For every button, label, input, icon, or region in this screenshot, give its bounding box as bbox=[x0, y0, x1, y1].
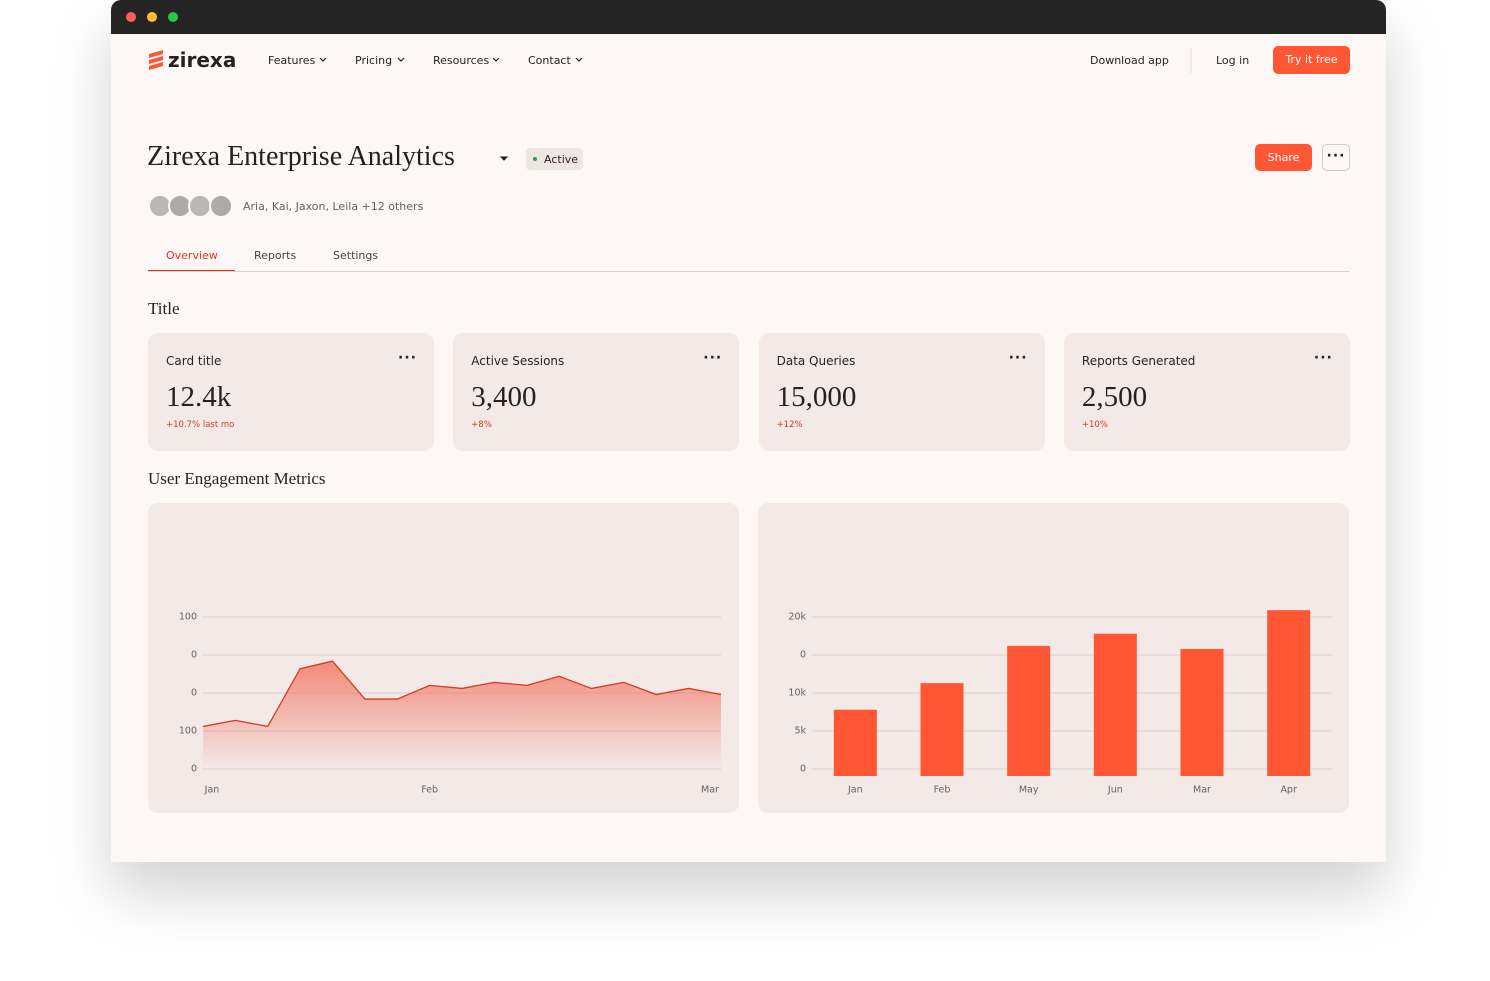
page-title: Zirexa Enterprise Analytics bbox=[147, 141, 455, 172]
x-tick-label: Jan bbox=[204, 785, 220, 796]
logo-icon bbox=[149, 50, 163, 70]
avatars bbox=[148, 194, 238, 218]
x-tick-label: Feb bbox=[934, 785, 951, 796]
bar bbox=[1180, 648, 1224, 776]
tab[interactable]: Reports bbox=[254, 249, 297, 262]
card-value: 15,000 bbox=[776, 381, 857, 413]
minimize[interactable] bbox=[147, 12, 157, 22]
y-tick-label: 0 bbox=[191, 650, 197, 661]
card-change: +10% bbox=[1081, 420, 1108, 430]
nav-link[interactable]: Features bbox=[268, 54, 316, 67]
tab-divider bbox=[148, 271, 1350, 272]
y-tick-label: 0 bbox=[800, 764, 806, 775]
share-button[interactable]: Share bbox=[1255, 144, 1312, 171]
bar bbox=[833, 709, 877, 776]
download-link[interactable]: Download app bbox=[1090, 54, 1169, 67]
bar bbox=[1093, 633, 1137, 776]
stat-card bbox=[1063, 333, 1350, 451]
title-bar bbox=[111, 0, 1386, 34]
card-menu[interactable]: ··· bbox=[1313, 350, 1333, 366]
card-menu[interactable]: ··· bbox=[1008, 350, 1028, 366]
cta-button[interactable]: Try it free bbox=[1273, 46, 1350, 74]
card-change: +10.7% last mo bbox=[166, 420, 235, 430]
status-text: Active bbox=[544, 153, 579, 166]
tab[interactable]: Settings bbox=[333, 249, 379, 262]
y-tick-label: 20k bbox=[788, 612, 806, 623]
card-menu[interactable]: ··· bbox=[398, 350, 417, 366]
x-tick-label: Mar bbox=[1193, 785, 1211, 796]
bar bbox=[1007, 645, 1051, 776]
x-tick-label: Mar bbox=[701, 785, 719, 796]
stat-card bbox=[758, 333, 1045, 451]
card-value: 12.4k bbox=[166, 381, 232, 413]
section-title: User Engagement Metrics bbox=[148, 469, 326, 488]
section-title: Title bbox=[148, 299, 180, 318]
card-value: 2,500 bbox=[1081, 381, 1148, 413]
x-tick-label: Jun bbox=[1107, 785, 1123, 796]
logo[interactable]: zirexa bbox=[168, 48, 237, 72]
close[interactable] bbox=[126, 12, 136, 22]
stat-card bbox=[148, 333, 434, 451]
status-badge bbox=[526, 148, 583, 170]
y-tick-label: 0 bbox=[800, 650, 806, 661]
card-value: 3,400 bbox=[471, 381, 537, 413]
card-title: Reports Generated bbox=[1081, 354, 1196, 368]
y-tick-label: 100 bbox=[179, 726, 197, 737]
members: Aria, Kai, Jaxon, Leila +12 others bbox=[243, 200, 424, 213]
y-tick-label: 0 bbox=[191, 688, 197, 699]
bar bbox=[920, 683, 964, 776]
area bbox=[203, 661, 721, 769]
stat-card bbox=[453, 333, 740, 451]
maximize[interactable] bbox=[168, 12, 178, 22]
y-tick-label: 10k bbox=[788, 688, 806, 699]
more-button[interactable]: ··· bbox=[1322, 144, 1350, 171]
x-tick-label: May bbox=[1019, 785, 1039, 796]
line bbox=[202, 660, 722, 728]
y-tick-label: 5k bbox=[794, 726, 806, 737]
tab-active[interactable]: Overview bbox=[166, 249, 218, 262]
x-tick-label: Jan bbox=[847, 785, 863, 796]
y-tick-label: 100 bbox=[179, 612, 197, 623]
login-link[interactable]: Log in bbox=[1216, 54, 1250, 67]
card-title: Active Sessions bbox=[471, 354, 565, 368]
card-title: Card title bbox=[166, 354, 222, 368]
y-tick-label: 0 bbox=[191, 764, 197, 775]
x-tick-label: Feb bbox=[421, 785, 438, 796]
card-menu[interactable]: ··· bbox=[703, 350, 723, 366]
card-title: Data Queries bbox=[776, 354, 856, 368]
card-change: +12% bbox=[776, 420, 803, 430]
x-tick-label: Apr bbox=[1280, 785, 1297, 796]
bar bbox=[1267, 610, 1311, 776]
status-dot bbox=[533, 157, 537, 161]
card-change: +8% bbox=[471, 420, 492, 430]
